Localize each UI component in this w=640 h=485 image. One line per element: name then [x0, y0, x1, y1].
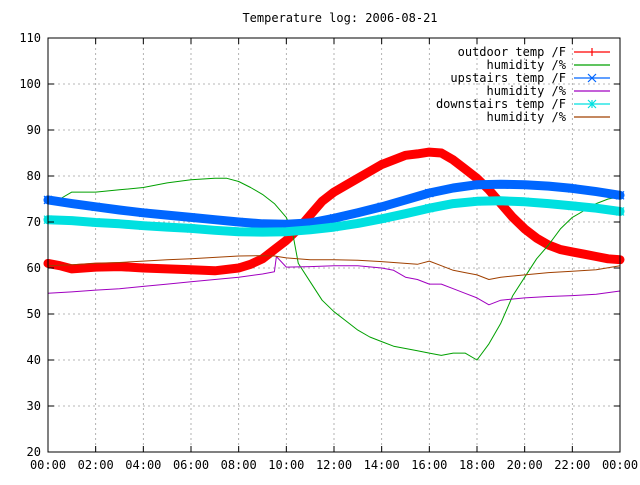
series-point-0: [91, 263, 100, 272]
y-tick-label: 100: [19, 77, 41, 91]
legend-marker-2: [587, 73, 597, 83]
series-point-0: [520, 224, 529, 233]
x-tick-label: 18:00: [459, 458, 495, 472]
legend-label-0: outdoor temp /F: [458, 45, 566, 59]
series-point-2: [520, 180, 530, 190]
series-point-2: [234, 217, 244, 227]
x-tick-label: 12:00: [316, 458, 352, 472]
series-point-4: [138, 221, 148, 231]
legend-label-2: upstairs temp /F: [450, 71, 566, 85]
series-point-0: [258, 254, 267, 263]
series-point-2: [138, 208, 148, 218]
legend-label-4: downstairs temp /F: [436, 97, 566, 111]
series-point-0: [568, 247, 577, 256]
y-tick-label: 40: [27, 353, 41, 367]
x-tick-label: 20:00: [507, 458, 543, 472]
series-line-3: [47, 256, 621, 306]
series-point-2: [377, 202, 387, 212]
series-line-1: [47, 177, 621, 361]
series-point-0: [282, 236, 291, 245]
series-point-0: [353, 174, 362, 183]
series-point-0: [592, 252, 601, 261]
series-point-0: [330, 188, 338, 197]
x-tick-label: 00:00: [30, 458, 66, 472]
legend-label-5: humidity /%: [487, 110, 567, 124]
series-point-0: [377, 160, 386, 169]
series-point-0: [139, 264, 148, 272]
series-point-4: [424, 203, 434, 213]
legend-label-3: humidity /%: [487, 84, 567, 98]
series-point-4: [377, 214, 387, 224]
series-point-0: [306, 211, 315, 220]
series-point-4: [567, 201, 577, 211]
x-tick-label: 08:00: [221, 458, 257, 472]
series-point-0: [449, 155, 458, 164]
series-point-4: [234, 227, 244, 237]
y-tick-label: 70: [27, 215, 41, 229]
series-point-0: [67, 264, 76, 273]
series-layer: [43, 147, 625, 361]
x-tick-label: 04:00: [125, 458, 161, 472]
series-point-2: [472, 180, 482, 190]
x-tick-label: 06:00: [173, 458, 209, 472]
y-tick-label: 110: [19, 31, 41, 45]
y-tick-label: 50: [27, 307, 41, 321]
legend-marker-4: [587, 99, 597, 109]
y-tick-label: 90: [27, 123, 41, 137]
series-point-2: [91, 202, 101, 212]
series-point-2: [424, 188, 434, 198]
x-tick-label: 22:00: [554, 458, 590, 472]
series-point-4: [91, 218, 101, 227]
series-point-2: [329, 213, 339, 223]
series-point-0: [187, 265, 195, 274]
y-tick-label: 80: [27, 169, 41, 183]
series-point-2: [186, 212, 196, 222]
series-point-0: [401, 151, 410, 160]
series-point-4: [472, 196, 482, 206]
series-point-0: [425, 148, 434, 157]
x-tick-label: 00:00: [602, 458, 638, 472]
legend-label-1: humidity /%: [487, 58, 567, 72]
series-point-0: [234, 264, 243, 272]
series-line-0: [43, 147, 625, 276]
y-tick-label: 30: [27, 399, 41, 413]
series-point-4: [520, 197, 530, 207]
x-tick-label: 02:00: [78, 458, 114, 472]
series-line-5: [47, 255, 621, 280]
series-point-4: [281, 227, 291, 237]
x-tick-label: 10:00: [268, 458, 304, 472]
axes: 20 30 40 50 60 70 80 90 100 110 00:00 02:00 04:00 06:…: [19, 31, 638, 472]
series-point-2: [567, 183, 577, 193]
series-point-4: [186, 224, 196, 233]
y-tick-label: 20: [27, 445, 41, 459]
series-point-2: [281, 219, 291, 229]
y-tick-label: 60: [27, 261, 41, 275]
x-tick-label: 16:00: [411, 458, 447, 472]
x-tick-label: 14:00: [364, 458, 400, 472]
chart-title: Temperature log: 2006-08-21: [242, 11, 437, 25]
series-point-4: [329, 222, 339, 232]
